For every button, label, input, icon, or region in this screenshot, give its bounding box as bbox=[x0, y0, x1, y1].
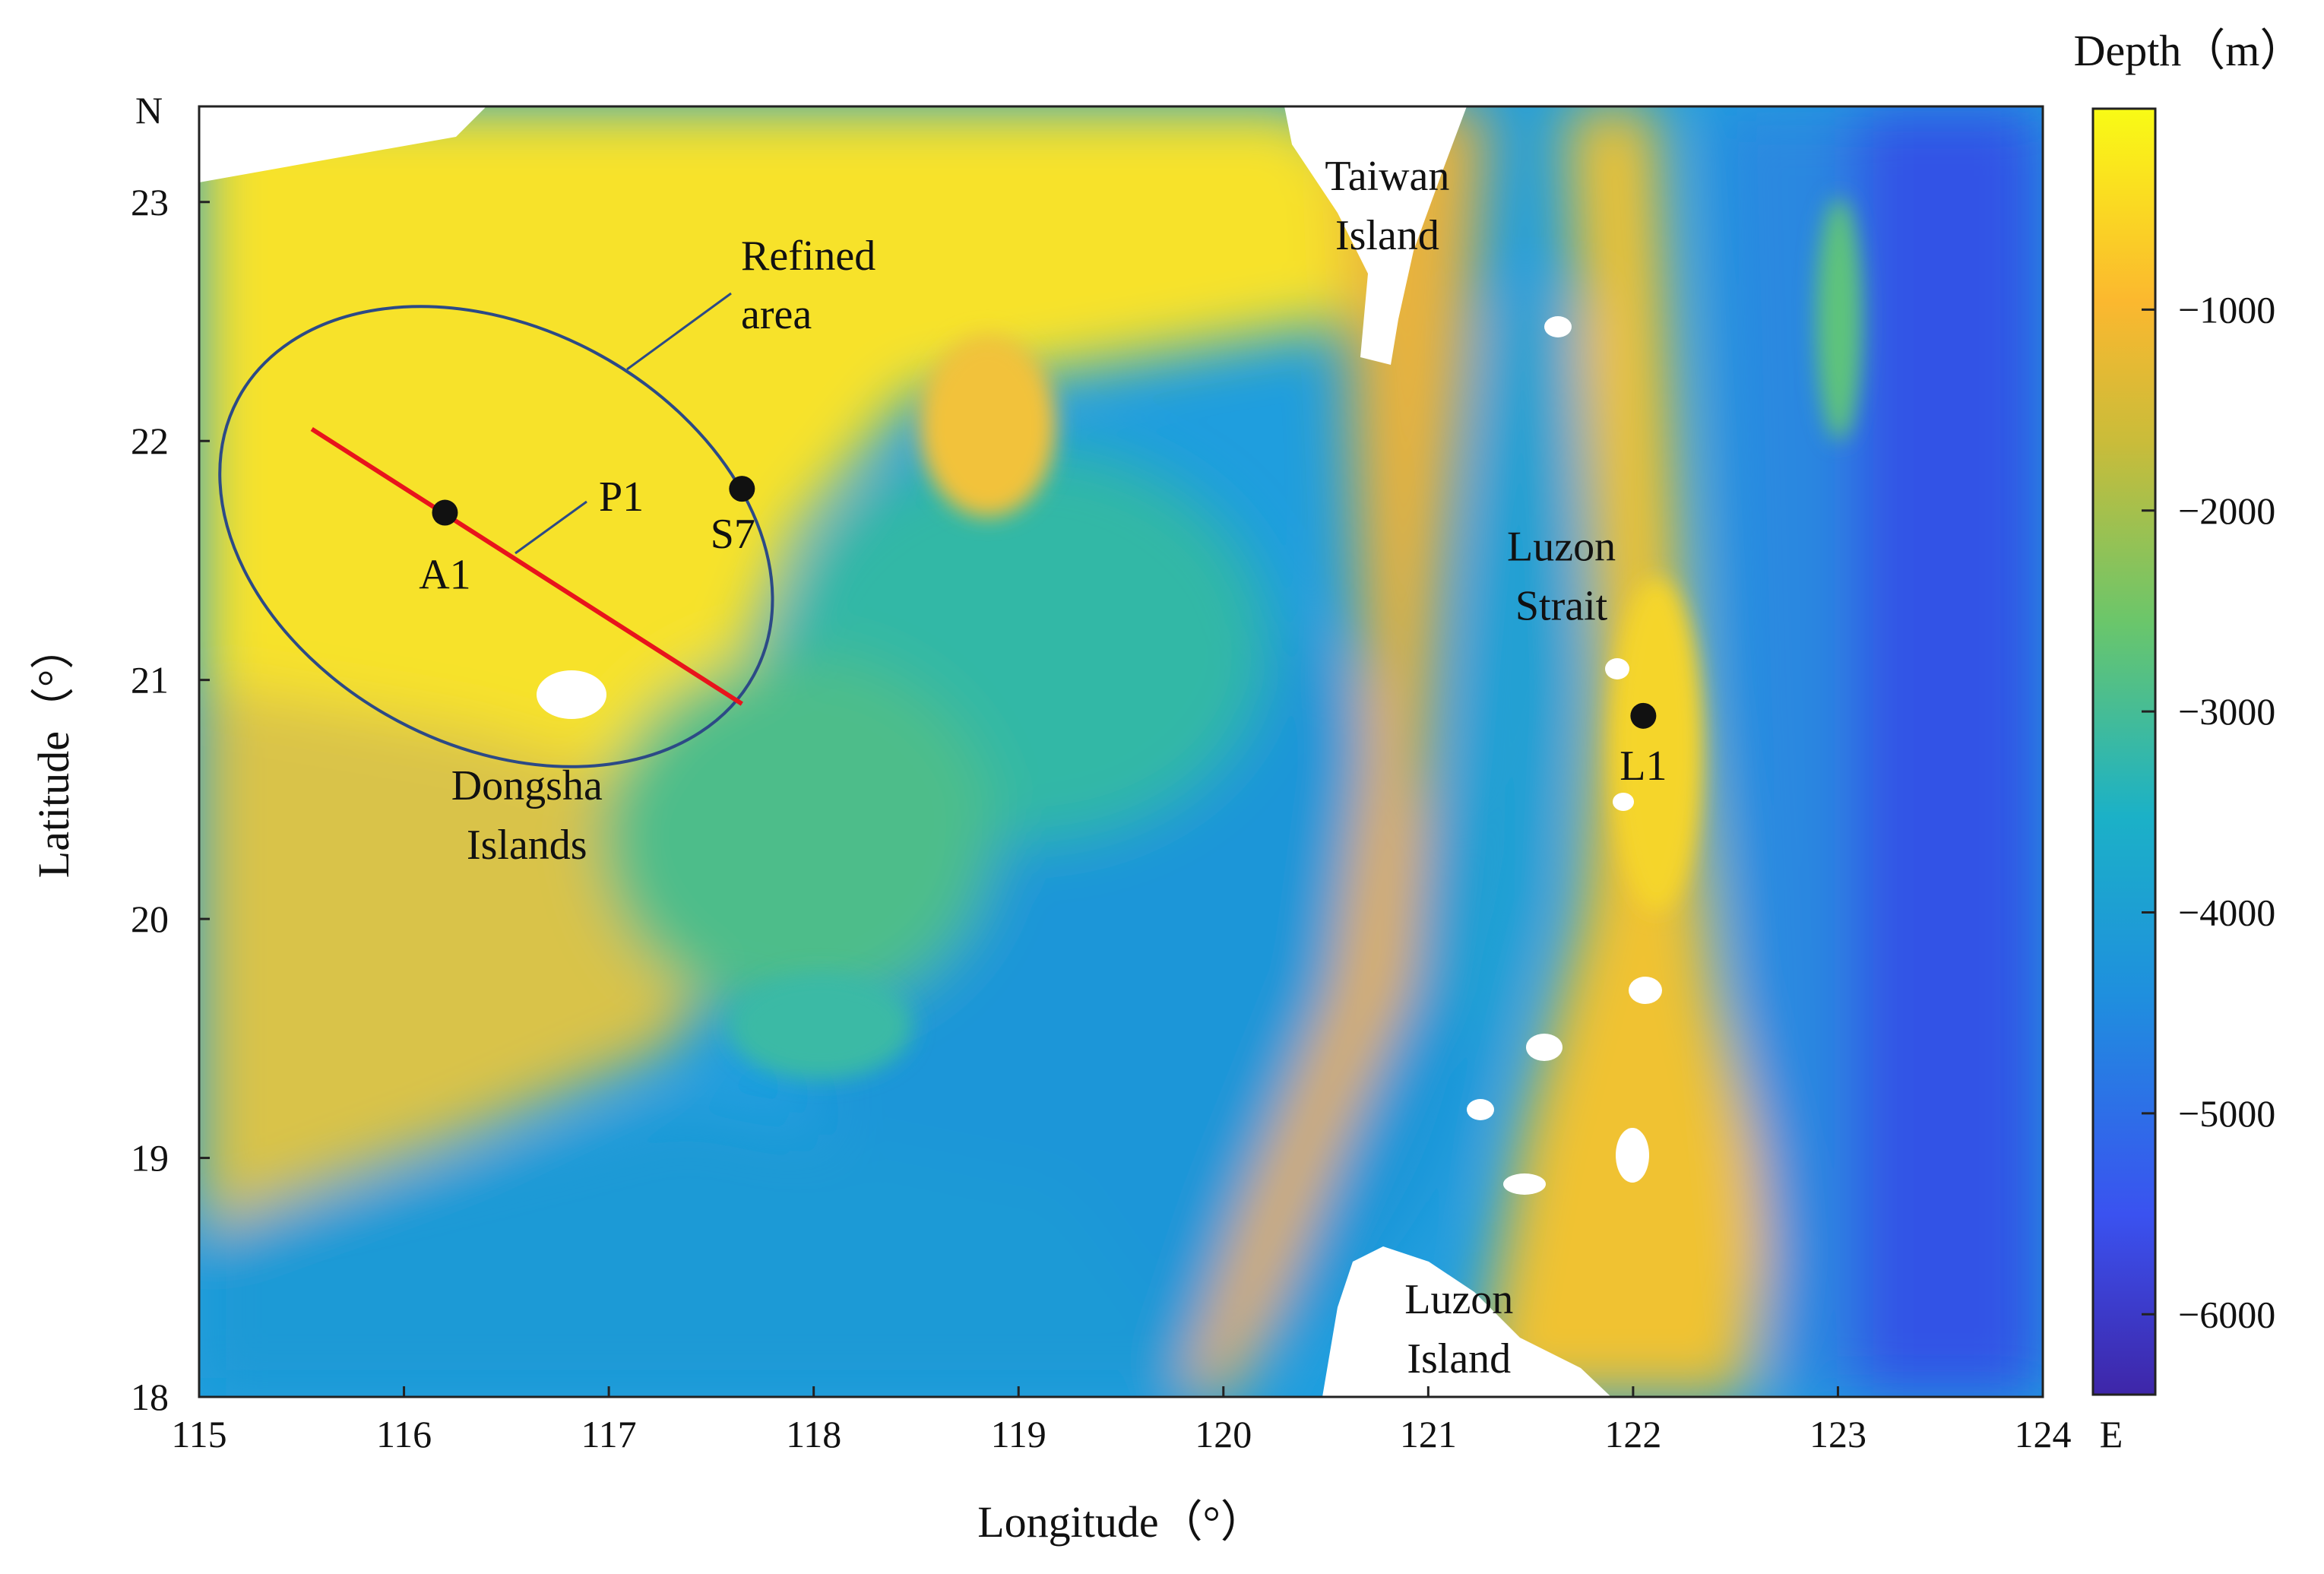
x-tick-label: 119 bbox=[991, 1413, 1046, 1455]
colorbar-ticks: −1000 −2000 −3000 −4000 −5000 −6000 bbox=[2142, 288, 2275, 1335]
map-frame bbox=[198, 105, 2044, 1398]
colorbar-tick-label: −2000 bbox=[2178, 489, 2275, 532]
x-tick-label: 122 bbox=[1604, 1413, 1661, 1455]
island-islet bbox=[1605, 658, 1629, 679]
x-tick-label: 123 bbox=[1809, 1413, 1866, 1455]
place-label: Luzon bbox=[1507, 523, 1616, 570]
y-axis-title: Latitude（°） bbox=[29, 625, 78, 878]
colorbar bbox=[2091, 107, 2157, 1396]
china-coast bbox=[199, 106, 486, 182]
y-tick-label: 22 bbox=[131, 420, 169, 462]
x-tick-label: 116 bbox=[376, 1413, 432, 1455]
place-label: Island bbox=[1407, 1335, 1511, 1382]
dongsha-atoll bbox=[537, 670, 606, 719]
place-label: Dongsha bbox=[451, 762, 603, 809]
colorbar-tick-label: −5000 bbox=[2178, 1092, 2275, 1135]
station-marker bbox=[432, 499, 458, 526]
place-label: Luzon bbox=[1404, 1276, 1513, 1323]
colorbar-tick-label: −1000 bbox=[2178, 288, 2275, 331]
x-tick-label: 115 bbox=[171, 1413, 226, 1455]
island-islet bbox=[1544, 316, 1572, 337]
station-label: L1 bbox=[1620, 743, 1667, 790]
y-tick-label: 21 bbox=[131, 659, 169, 701]
section-label: P1 bbox=[599, 473, 644, 521]
section-line-p1 bbox=[310, 426, 743, 706]
colorbar-tick-label: −3000 bbox=[2178, 690, 2275, 733]
refined-area-ellipse bbox=[218, 305, 774, 768]
refined-area-label: Refined bbox=[741, 233, 875, 280]
station-marker bbox=[1630, 702, 1657, 729]
section-leader bbox=[515, 500, 587, 555]
refined-area-label: area bbox=[741, 291, 812, 338]
y-tick-label: 19 bbox=[131, 1137, 169, 1180]
map-overlays: Refined area P1 A1 S7 L1 Taiwan Island Luzon Stra… bbox=[218, 153, 1667, 1382]
island-islet bbox=[1503, 1173, 1546, 1195]
y-axis: 18 19 20 21 22 23 bbox=[131, 181, 210, 1418]
east-label: E bbox=[2100, 1413, 2123, 1455]
north-label: N bbox=[135, 89, 163, 131]
place-label: Taiwan bbox=[1325, 153, 1449, 200]
station-marker bbox=[729, 476, 755, 502]
colorbar-title: Depth（m） bbox=[2074, 26, 2304, 75]
x-tick-label: 118 bbox=[786, 1413, 841, 1455]
refined-area-leader bbox=[626, 292, 732, 371]
island-islet bbox=[1629, 977, 1662, 1004]
colorbar-tick-label: −6000 bbox=[2178, 1293, 2275, 1335]
y-tick-label: 18 bbox=[131, 1376, 169, 1418]
x-axis-title: Longitude（°） bbox=[977, 1497, 1265, 1547]
y-tick-label: 23 bbox=[131, 181, 169, 223]
station-label: S7 bbox=[711, 511, 755, 558]
place-label: Strait bbox=[1515, 582, 1608, 629]
bathymetry-map bbox=[199, 106, 2043, 1397]
taiwan-land bbox=[1284, 106, 1467, 365]
colorbar-tick-label: −4000 bbox=[2178, 892, 2275, 934]
island-islet bbox=[1616, 1128, 1649, 1183]
x-tick-label: 121 bbox=[1400, 1413, 1457, 1455]
x-tick-label: 117 bbox=[581, 1413, 637, 1455]
x-tick-label: 124 bbox=[2015, 1413, 2072, 1455]
place-label: Island bbox=[1335, 212, 1439, 259]
island-islet bbox=[1526, 1034, 1563, 1061]
island-islet bbox=[1467, 1099, 1494, 1120]
y-tick-label: 20 bbox=[131, 898, 169, 940]
x-axis: 115 116 117 118 119 120 121 122 123 124 bbox=[171, 1386, 2072, 1455]
x-tick-label: 120 bbox=[1195, 1413, 1252, 1455]
place-label: Islands bbox=[467, 822, 587, 869]
station-label: A1 bbox=[419, 552, 470, 599]
island-islet bbox=[1613, 793, 1634, 811]
luzon-land bbox=[1322, 1246, 1611, 1397]
